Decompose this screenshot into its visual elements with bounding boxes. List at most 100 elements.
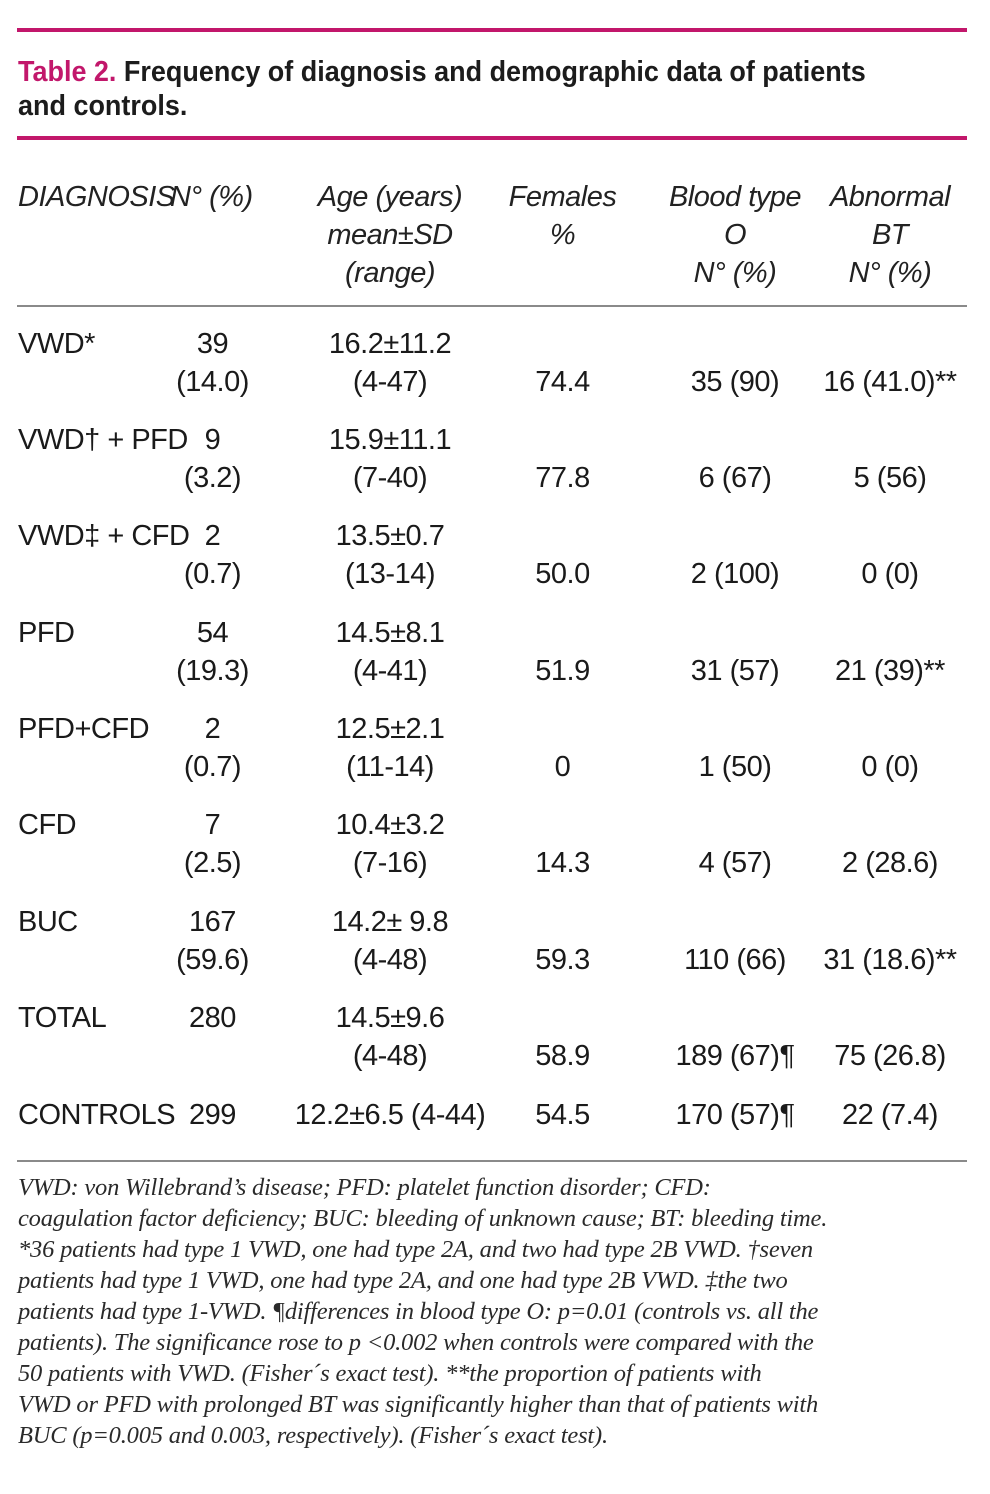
cell-age-mean: 12.5±2.1 (335, 713, 445, 745)
header-n: N° (%) (170, 181, 253, 213)
header-females-line1: Females (508, 181, 617, 213)
cell-diagnosis: CFD (18, 809, 77, 841)
cell-blood-type: 6 (67) (698, 462, 772, 494)
cell-age-range: (7-40) (352, 462, 428, 494)
footnote-line: BUC (p=0.005 and 0.003, respectively). (… (18, 1422, 608, 1449)
cell-females: 54.5 (535, 1099, 590, 1131)
footnote-line: patients had type 1-VWD. ¶differences in… (18, 1298, 819, 1325)
cell-percent: (0.7) (183, 751, 242, 783)
table-caption: Frequency of diagnosis and demographic d… (18, 56, 866, 122)
cell-blood-type: 110 (66) (684, 944, 786, 976)
header-bt-line1: Abnormal (829, 181, 951, 213)
cell-abnormal-bt: 5 (56) (853, 462, 927, 494)
footnote-line: *36 patients had type 1 VWD, one had typ… (18, 1236, 813, 1263)
header-bt-line3: N° (%) (848, 257, 932, 289)
cell-n: 167 (189, 906, 236, 938)
top-rule (17, 28, 967, 32)
cell-age-mean: 16.2±11.2 (328, 328, 452, 360)
cell-abnormal-bt: 2 (28.6) (842, 847, 938, 879)
header-age-line2: mean±SD (327, 219, 453, 251)
cell-age-mean: 14.2± 9.8 (331, 906, 449, 938)
cell-abnormal-bt: 75 (26.8) (834, 1040, 946, 1072)
cell-blood-type: 1 (50) (698, 751, 772, 783)
footer-rule (17, 1160, 967, 1162)
cell-percent: (2.5) (183, 847, 242, 879)
cell-age-range: (4-47) (352, 366, 428, 398)
footnote-line: patients). The significance rose to p <0… (18, 1329, 814, 1356)
cell-diagnosis: VWD† + PFD (18, 424, 188, 456)
cell-females: 58.9 (535, 1040, 590, 1072)
cell-percent: (3.2) (183, 462, 242, 494)
cell-percent: (0.7) (183, 558, 242, 590)
cell-diagnosis: TOTAL (18, 1002, 107, 1034)
cell-percent: (19.3) (176, 655, 249, 687)
cell-age-mean: 14.5±9.6 (335, 1002, 445, 1034)
cell-abnormal-bt: 16 (41.0)** (823, 366, 957, 398)
header-blood-line3: N° (%) (693, 257, 777, 289)
cell-diagnosis: VWD‡ + CFD (18, 520, 190, 552)
title-bottom-rule (17, 136, 967, 140)
cell-n: 7 (204, 809, 221, 841)
cell-n: 9 (204, 424, 221, 456)
cell-females: 51.9 (535, 655, 590, 687)
cell-diagnosis: CONTROLS (18, 1099, 176, 1131)
header-bt-line2: BT (871, 219, 909, 251)
cell-n: 2 (204, 520, 221, 552)
cell-abnormal-bt: 31 (18.6)** (823, 944, 957, 976)
cell-age-range: (7-16) (352, 847, 428, 879)
cell-abnormal-bt: 0 (0) (861, 751, 919, 783)
cell-age-mean: 10.4±3.2 (335, 809, 445, 841)
cell-blood-type: 189 (67)¶ (675, 1040, 795, 1072)
cell-n: 299 (189, 1099, 236, 1131)
cell-females: 50.0 (535, 558, 590, 590)
cell-blood-type: 31 (57) (690, 655, 780, 687)
header-age-line3: (range) (345, 257, 436, 289)
footnote-line: patients had type 1 VWD, one had type 2A… (18, 1267, 788, 1294)
cell-blood-type: 170 (57)¶ (675, 1099, 795, 1131)
cell-age-mean: 14.5±8.1 (335, 617, 445, 649)
cell-females: 14.3 (535, 847, 590, 879)
cell-females: 74.4 (535, 366, 590, 398)
cell-age-range: (13-14) (345, 558, 436, 590)
footnote: VWD: von Willebrand’s disease; PFD: plat… (18, 1172, 978, 1451)
cell-diagnosis: PFD (18, 617, 75, 649)
cell-females: 77.8 (535, 462, 590, 494)
cell-n: 280 (189, 1002, 236, 1034)
cell-diagnosis: PFD+CFD (18, 713, 150, 745)
cell-abnormal-bt: 21 (39)** (835, 655, 945, 687)
cell-diagnosis: BUC (18, 906, 78, 938)
cell-age-range: (4-41) (352, 655, 428, 687)
cell-n: 39 (196, 328, 229, 360)
cell-age-range: (4-48) (352, 944, 428, 976)
cell-females: 0 (554, 751, 571, 783)
cell-blood-type: 35 (90) (690, 366, 780, 398)
cell-age-mean: 13.5±0.7 (335, 520, 445, 552)
cell-blood-type: 2 (100) (690, 558, 780, 590)
cell-age: 12.2±6.5 (4-44) (294, 1099, 486, 1131)
table-title: Table 2. Frequency of diagnosis and demo… (18, 55, 902, 123)
header-age: Age (years) mean±SD (range) (300, 178, 480, 292)
header-age-line1: Age (years) (317, 181, 463, 213)
header-rule (17, 305, 967, 307)
cell-age-range: (4-48) (352, 1040, 428, 1072)
cell-percent: (14.0) (176, 366, 249, 398)
header-females-line2: % (549, 219, 576, 251)
header-abnormal-bt: Abnormal BT N° (%) (815, 178, 965, 292)
cell-females: 59.3 (535, 944, 590, 976)
cell-age-range: (11-14) (346, 751, 434, 783)
cell-blood-type: 4 (57) (698, 847, 772, 879)
cell-n: 2 (204, 713, 221, 745)
header-females: Females % (500, 178, 625, 254)
header-blood-type: Blood type O N° (%) (660, 178, 810, 292)
cell-age-mean: 15.9±11.1 (328, 424, 452, 456)
cell-percent: (59.6) (176, 944, 249, 976)
header-diagnosis: DIAGNOSIS (18, 181, 175, 213)
table-number: Table 2. (18, 56, 117, 88)
footnote-line: VWD: von Willebrand’s disease; PFD: plat… (18, 1174, 711, 1201)
footnote-line: 50 patients with VWD. (Fisher´s exact te… (18, 1360, 762, 1387)
header-blood-line2: O (723, 219, 747, 251)
header-blood-line1: Blood type (668, 181, 802, 213)
cell-abnormal-bt: 22 (7.4) (842, 1099, 938, 1131)
cell-abnormal-bt: 0 (0) (861, 558, 919, 590)
footnote-line: coagulation factor deficiency; BUC: blee… (18, 1205, 828, 1232)
